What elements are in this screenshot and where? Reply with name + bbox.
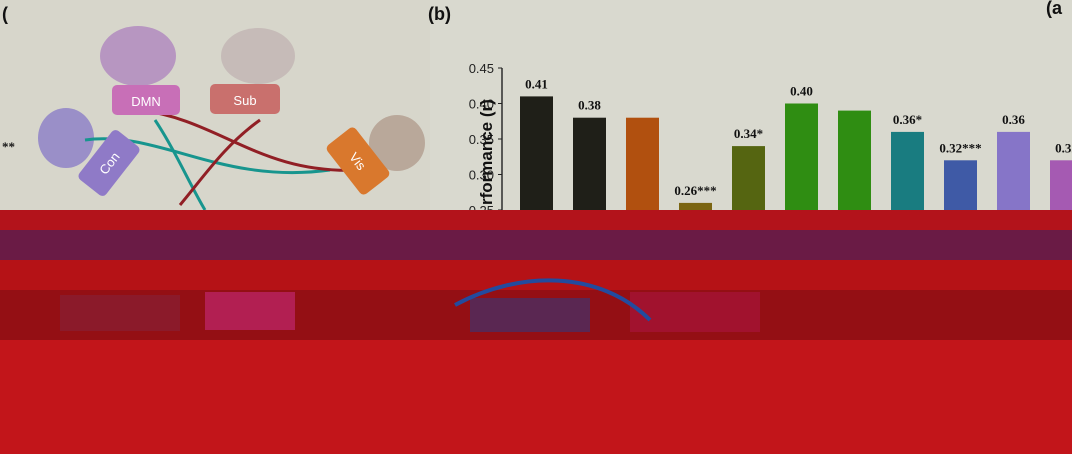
bar-10 <box>997 131 1030 210</box>
network-tag-vis: Vis <box>326 127 390 195</box>
brain-icon <box>369 115 425 171</box>
y-tick-label: 0.35 <box>469 132 494 147</box>
bar-3 <box>626 117 659 210</box>
bar-5 <box>732 146 765 210</box>
bar-value-label-6: 0.40 <box>790 84 813 99</box>
network-tag-sub: Sub <box>210 84 280 114</box>
brain-icon <box>221 28 295 84</box>
bar-value-label-11: 0.32 <box>1055 140 1072 155</box>
bar-chart: 0.450.400.350.300.25rformance (r)0.410.3… <box>469 61 1072 218</box>
bar-9 <box>944 160 977 210</box>
bar-value-label-10: 0.36 <box>1002 112 1025 127</box>
bar-1 <box>520 96 553 210</box>
brain-network-diagram: DMN Sub Con Vis ** <box>2 26 425 211</box>
panel-labels: ( (b) (a <box>2 0 1063 24</box>
y-axis-label: rformance (r) <box>477 99 496 205</box>
bar-value-label-9: 0.32*** <box>939 140 981 155</box>
connection-line <box>153 119 207 211</box>
bar-2 <box>573 117 606 210</box>
connection-line <box>139 108 361 172</box>
bar-value-label-4: 0.26*** <box>674 183 716 198</box>
bar-11 <box>1050 160 1072 210</box>
bar-6 <box>785 103 818 210</box>
bar-8 <box>891 131 924 210</box>
panel-label-b: (b) <box>428 4 451 24</box>
left-edge-significance: ** <box>2 139 15 154</box>
bar-value-label-5: 0.34* <box>734 126 763 141</box>
svg-text:DMN: DMN <box>131 94 161 109</box>
bar-7 <box>838 110 871 210</box>
y-tick-label: 0.40 <box>469 97 494 112</box>
network-tag-dmn: DMN <box>112 85 180 115</box>
y-tick-label: 0.30 <box>469 168 494 183</box>
bar-4 <box>679 202 712 210</box>
brain-icon <box>38 108 94 168</box>
bar-value-label-8: 0.36* <box>893 112 922 127</box>
corrupted-lower-region <box>0 210 1072 454</box>
network-tag-con: Con <box>78 130 140 196</box>
bar-value-label-1: 0.41 <box>525 76 548 91</box>
panel-label-right: (a <box>1046 0 1063 18</box>
brain-icon <box>100 26 176 86</box>
svg-text:Sub: Sub <box>233 93 256 108</box>
y-tick-label: 0.45 <box>469 61 494 76</box>
bar-value-label-2: 0.38 <box>578 98 601 113</box>
panel-label-left: ( <box>2 4 8 24</box>
connection-line <box>178 118 261 206</box>
